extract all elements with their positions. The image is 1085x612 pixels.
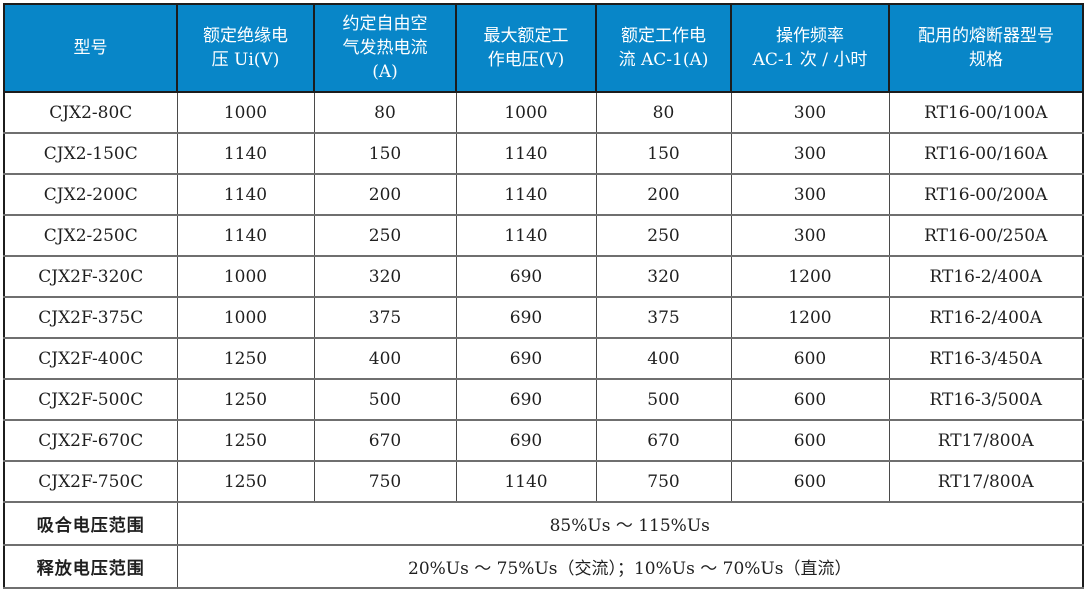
table-header: 型号 额定绝缘电 压 Ui(V) 约定自由空 气发热电流 (A) 最大额定工 作… — [3, 3, 1084, 93]
value-cell: 1140 — [455, 460, 597, 503]
spec-table-container: 型号 额定绝缘电 压 Ui(V) 约定自由空 气发热电流 (A) 最大额定工 作… — [3, 3, 1084, 589]
value-cell: 600 — [730, 460, 890, 503]
value-cell: 1000 — [455, 91, 597, 134]
value-cell: 400 — [595, 337, 732, 380]
value-cell: 1140 — [176, 132, 315, 175]
model-cell: CJX2F-500C — [3, 378, 178, 421]
value-cell: 500 — [595, 378, 732, 421]
value-cell: 1250 — [176, 378, 315, 421]
fuse-cell: RT16-3/500A — [888, 378, 1084, 421]
fuse-cell: RT16-00/100A — [888, 91, 1084, 134]
header-cell-max-working-voltage: 最大额定工 作电压(V) — [455, 3, 597, 93]
value-cell: 200 — [595, 173, 732, 216]
footer-value-release-voltage: 20%Us ～ 75%Us（交流）；10%Us ～ 70%Us（直流） — [176, 544, 1084, 589]
spec-row: CJX2-150C 1140 150 1140 150 300 RT16-00/… — [3, 132, 1084, 175]
value-cell: 1200 — [730, 255, 890, 298]
spec-row: CJX2-200C 1140 200 1140 200 300 RT16-00/… — [3, 173, 1084, 216]
model-cell: CJX2F-320C — [3, 255, 178, 298]
value-cell: 690 — [455, 378, 597, 421]
contactor-spec-table: 型号 额定绝缘电 压 Ui(V) 约定自由空 气发热电流 (A) 最大额定工 作… — [3, 3, 1084, 589]
value-cell: 750 — [595, 460, 732, 503]
spec-row: CJX2F-750C 1250 750 1140 750 600 RT17/80… — [3, 460, 1084, 503]
fuse-cell: RT16-2/400A — [888, 255, 1084, 298]
model-cell: CJX2F-670C — [3, 419, 178, 462]
value-cell: 1140 — [455, 132, 597, 175]
value-cell: 250 — [313, 214, 457, 257]
header-row: 型号 额定绝缘电 压 Ui(V) 约定自由空 气发热电流 (A) 最大额定工 作… — [3, 3, 1084, 93]
model-cell: CJX2-80C — [3, 91, 178, 134]
value-cell: 690 — [455, 419, 597, 462]
footer-label-pickup-voltage: 吸合电压范围 — [3, 501, 178, 546]
header-cell-insulation-voltage: 额定绝缘电 压 Ui(V) — [176, 3, 315, 93]
value-cell: 1000 — [176, 296, 315, 339]
footer-label-release-voltage: 释放电压范围 — [3, 544, 178, 589]
value-cell: 1000 — [176, 255, 315, 298]
fuse-cell: RT16-00/250A — [888, 214, 1084, 257]
model-cell: CJX2F-750C — [3, 460, 178, 503]
fuse-cell: RT16-2/400A — [888, 296, 1084, 339]
header-cell-thermal-current: 约定自由空 气发热电流 (A) — [313, 3, 457, 93]
value-cell: 375 — [313, 296, 457, 339]
value-cell: 690 — [455, 337, 597, 380]
model-cell: CJX2-250C — [3, 214, 178, 257]
footer-row-pickup-voltage: 吸合电压范围 85%Us ～ 115%Us — [3, 501, 1084, 546]
header-cell-model: 型号 — [3, 3, 178, 93]
value-cell: 750 — [313, 460, 457, 503]
spec-row: CJX2F-670C 1250 670 690 670 600 RT17/800… — [3, 419, 1084, 462]
header-cell-fuse-spec: 配用的熔断器型号 规格 — [888, 3, 1084, 93]
header-cell-working-current: 额定工作电 流 AC-1(A) — [595, 3, 732, 93]
value-cell: 1200 — [730, 296, 890, 339]
value-cell: 300 — [730, 132, 890, 175]
spec-row: CJX2F-500C 1250 500 690 500 600 RT16-3/5… — [3, 378, 1084, 421]
spec-row: CJX2F-320C 1000 320 690 320 1200 RT16-2/… — [3, 255, 1084, 298]
value-cell: 1000 — [176, 91, 315, 134]
value-cell: 600 — [730, 419, 890, 462]
model-cell: CJX2-150C — [3, 132, 178, 175]
value-cell: 320 — [595, 255, 732, 298]
table-body: CJX2-80C 1000 80 1000 80 300 RT16-00/100… — [3, 91, 1084, 589]
value-cell: 500 — [313, 378, 457, 421]
spec-row: CJX2-80C 1000 80 1000 80 300 RT16-00/100… — [3, 91, 1084, 134]
value-cell: 1140 — [176, 173, 315, 216]
value-cell: 300 — [730, 173, 890, 216]
value-cell: 150 — [595, 132, 732, 175]
value-cell: 1250 — [176, 460, 315, 503]
value-cell: 690 — [455, 255, 597, 298]
footer-value-pickup-voltage: 85%Us ～ 115%Us — [176, 501, 1084, 546]
value-cell: 670 — [595, 419, 732, 462]
value-cell: 1140 — [176, 214, 315, 257]
spec-row: CJX2F-400C 1250 400 690 400 600 RT16-3/4… — [3, 337, 1084, 380]
value-cell: 80 — [595, 91, 732, 134]
fuse-cell: RT17/800A — [888, 460, 1084, 503]
value-cell: 1250 — [176, 337, 315, 380]
value-cell: 1140 — [455, 173, 597, 216]
value-cell: 320 — [313, 255, 457, 298]
value-cell: 150 — [313, 132, 457, 175]
value-cell: 1140 — [455, 214, 597, 257]
model-cell: CJX2F-375C — [3, 296, 178, 339]
model-cell: CJX2F-400C — [3, 337, 178, 380]
value-cell: 690 — [455, 296, 597, 339]
fuse-cell: RT16-3/450A — [888, 337, 1084, 380]
model-cell: CJX2-200C — [3, 173, 178, 216]
value-cell: 400 — [313, 337, 457, 380]
spec-row: CJX2-250C 1140 250 1140 250 300 RT16-00/… — [3, 214, 1084, 257]
value-cell: 670 — [313, 419, 457, 462]
value-cell: 80 — [313, 91, 457, 134]
footer-row-release-voltage: 释放电压范围 20%Us ～ 75%Us（交流）；10%Us ～ 70%Us（直… — [3, 544, 1084, 589]
fuse-cell: RT17/800A — [888, 419, 1084, 462]
header-cell-operating-frequency: 操作频率 AC-1 次 / 小时 — [730, 3, 890, 93]
value-cell: 600 — [730, 337, 890, 380]
fuse-cell: RT16-00/160A — [888, 132, 1084, 175]
fuse-cell: RT16-00/200A — [888, 173, 1084, 216]
value-cell: 200 — [313, 173, 457, 216]
value-cell: 300 — [730, 91, 890, 134]
value-cell: 300 — [730, 214, 890, 257]
value-cell: 1250 — [176, 419, 315, 462]
value-cell: 375 — [595, 296, 732, 339]
value-cell: 600 — [730, 378, 890, 421]
value-cell: 250 — [595, 214, 732, 257]
spec-row: CJX2F-375C 1000 375 690 375 1200 RT16-2/… — [3, 296, 1084, 339]
